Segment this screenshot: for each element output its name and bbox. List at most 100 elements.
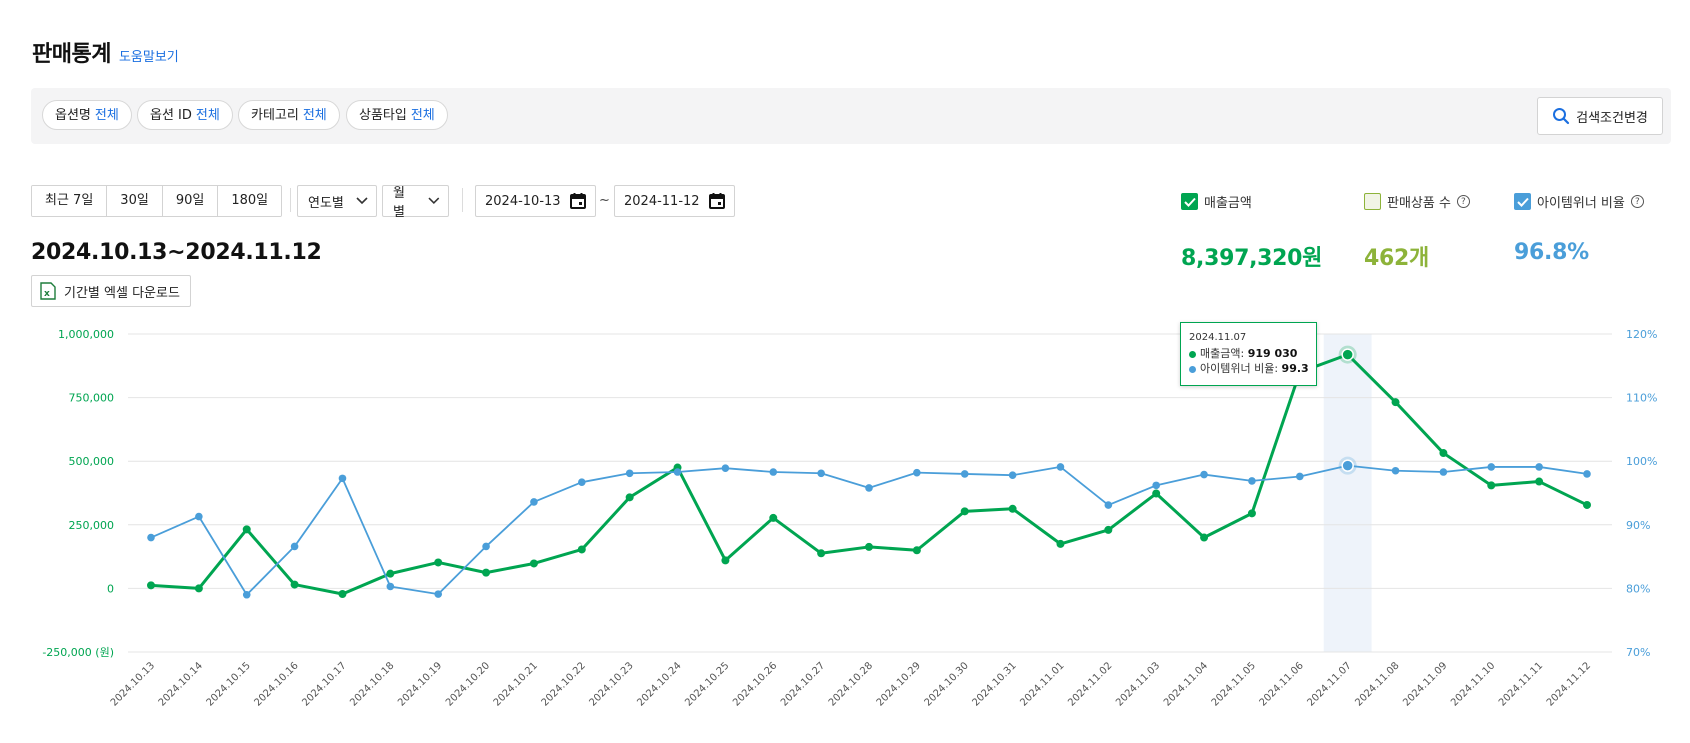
x-tick-label: 2024.10.29: [875, 660, 923, 708]
period-button-180d[interactable]: 180일: [218, 186, 282, 216]
data-point-winner-ratio: [625, 469, 634, 478]
data-point-sales: [1583, 500, 1591, 509]
y-right-tick-label: 100%: [1626, 455, 1657, 468]
search-condition-button[interactable]: 검색조건변경: [1537, 97, 1663, 135]
data-point-winner-ratio: [1200, 470, 1208, 479]
x-tick-label: 2024.11.09: [1401, 660, 1449, 708]
date-from-input[interactable]: 2024-10-13: [475, 185, 596, 217]
data-point-winner-ratio: [1583, 470, 1591, 478]
filter-chip-category[interactable]: 카테고리 전체: [238, 100, 340, 130]
chevron-down-icon: [356, 197, 368, 205]
x-tick-label: 2024.11.05: [1210, 660, 1258, 708]
data-point-winner-ratio: [530, 498, 538, 506]
data-point-sales: [721, 556, 730, 565]
data-point-winner-ratio: [721, 464, 730, 472]
sales-chart: 1,000,000 120% 750,000 110% 500,000 100% 250,0…: [42, 328, 1657, 709]
data-point-winner-ratio: [913, 468, 921, 477]
metric-toggle-units[interactable]: 판매상품 수 ?: [1364, 192, 1470, 211]
x-tick-label: 2024.10.22: [540, 660, 588, 708]
x-tick-label: 2024.11.10: [1449, 660, 1497, 708]
data-point-sales: [482, 568, 491, 577]
help-question-icon[interactable]: ?: [1630, 195, 1644, 208]
data-point-winner-ratio: [1439, 468, 1448, 476]
data-point-winner-ratio: [386, 582, 395, 591]
filter-chip-option-id[interactable]: 옵션 ID 전체: [137, 100, 233, 130]
x-tick-label: 2024.10.13: [109, 660, 157, 708]
tooltip-date: 2024.11.07: [1189, 332, 1247, 343]
tooltip-row-sales: 매출금액: 919 030: [1189, 346, 1308, 361]
data-point-winner-ratio: [434, 590, 443, 598]
x-tick-label: 2024.10.24: [635, 660, 683, 708]
tooltip-row-winner-ratio: 아이템위너 비율: 99.3: [1189, 361, 1309, 376]
metric-value-units: 462개: [1364, 246, 1429, 271]
page-header: 판매통계 도움말보기: [32, 36, 179, 68]
data-point-sales: [386, 569, 395, 578]
data-point-winner-ratio: [817, 469, 825, 478]
data-point-sales: [1439, 449, 1448, 458]
data-point-winner-ratio: [1104, 501, 1113, 509]
data-point-sales: [1152, 489, 1161, 498]
help-question-icon[interactable]: ?: [1456, 195, 1470, 208]
help-link[interactable]: 도움말보기: [118, 50, 179, 65]
data-point-sales: [625, 493, 634, 502]
data-point-sales: [1341, 348, 1354, 361]
data-point-winner-ratio: [578, 478, 586, 486]
x-tick-label: 2024.10.16: [252, 660, 300, 708]
excel-icon: x: [40, 282, 56, 300]
y-left-tick-label: 750,000: [69, 392, 115, 405]
x-tick-label: 2024.11.02: [1066, 660, 1114, 708]
y-left-tick-label: 0: [107, 582, 114, 595]
data-point-winner-ratio: [769, 468, 778, 476]
metric-toggle-sales[interactable]: 매출금액: [1181, 192, 1252, 211]
x-tick-label: 2024.10.30: [923, 660, 971, 708]
x-tick-label: 2024.10.21: [492, 660, 540, 708]
x-tick-label: 2024.10.17: [300, 660, 348, 708]
data-point-winner-ratio: [960, 470, 969, 478]
data-point-sales: [338, 589, 347, 598]
period-button-30d[interactable]: 30일: [107, 186, 163, 216]
data-point-winner-ratio: [1296, 472, 1304, 481]
period-button-90d[interactable]: 90일: [162, 186, 219, 216]
highlight-band: [1323, 334, 1372, 652]
y-left-tick-label: 1,000,000: [58, 328, 114, 341]
x-tick-label: 2024.10.31: [970, 660, 1018, 708]
data-point-sales: [1104, 525, 1113, 534]
month-select[interactable]: 월별: [382, 185, 449, 220]
y-right-tick-label: 110%: [1626, 392, 1657, 405]
data-point-sales: [242, 525, 251, 534]
x-tick-label: 2024.10.25: [683, 660, 731, 708]
checkbox-checked-icon[interactable]: [1181, 193, 1198, 210]
data-point-sales: [1535, 477, 1544, 486]
period-selector: 최근 7일 30일 90일 180일: [31, 185, 283, 217]
data-point-winner-ratio: [1487, 463, 1496, 471]
checkbox-unchecked-icon[interactable]: [1364, 193, 1381, 210]
data-point-sales: [1056, 539, 1065, 548]
data-point-sales: [912, 546, 921, 555]
date-to-input[interactable]: 2024-11-12: [614, 185, 735, 217]
year-select[interactable]: 연도별: [297, 185, 377, 217]
metric-toggle-winner-ratio[interactable]: 아이템위너 비율 ?: [1514, 192, 1644, 211]
search-icon: [1553, 108, 1570, 125]
calendar-icon[interactable]: [708, 192, 726, 210]
data-point-winner-ratio: [242, 590, 251, 599]
data-point-winner-ratio: [1152, 481, 1160, 490]
x-tick-label: 2024.10.15: [205, 660, 253, 708]
filter-chip-option-name[interactable]: 옵션명 전체: [42, 100, 132, 130]
date-separator: ~: [599, 193, 610, 208]
calendar-icon[interactable]: [569, 192, 587, 210]
data-point-winner-ratio: [1248, 477, 1256, 485]
data-point-sales: [769, 513, 778, 522]
data-point-sales: [529, 559, 538, 568]
filter-chip-product-type[interactable]: 상품타입 전체: [346, 100, 448, 130]
y-right-tick-label: 70%: [1626, 646, 1650, 659]
checkbox-checked-icon[interactable]: [1514, 193, 1531, 210]
excel-download-button[interactable]: x 기간별 엑셀 다운로드: [31, 275, 191, 307]
metric-value-winner-ratio: 96.8%: [1514, 240, 1589, 265]
x-tick-label: 2024.11.08: [1353, 660, 1401, 708]
data-point-winner-ratio: [1056, 463, 1065, 471]
x-tick-label: 2024.10.18: [348, 660, 396, 708]
y-left-tick-label: -250,000 (원): [42, 646, 114, 659]
period-button-7d[interactable]: 최근 7일: [32, 186, 108, 216]
x-tick-label: 2024.11.06: [1258, 660, 1306, 708]
x-tick-label: 2024.11.12: [1545, 660, 1593, 708]
